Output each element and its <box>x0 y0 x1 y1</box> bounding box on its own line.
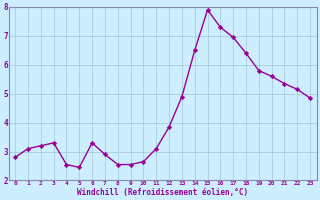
X-axis label: Windchill (Refroidissement éolien,°C): Windchill (Refroidissement éolien,°C) <box>77 188 248 197</box>
